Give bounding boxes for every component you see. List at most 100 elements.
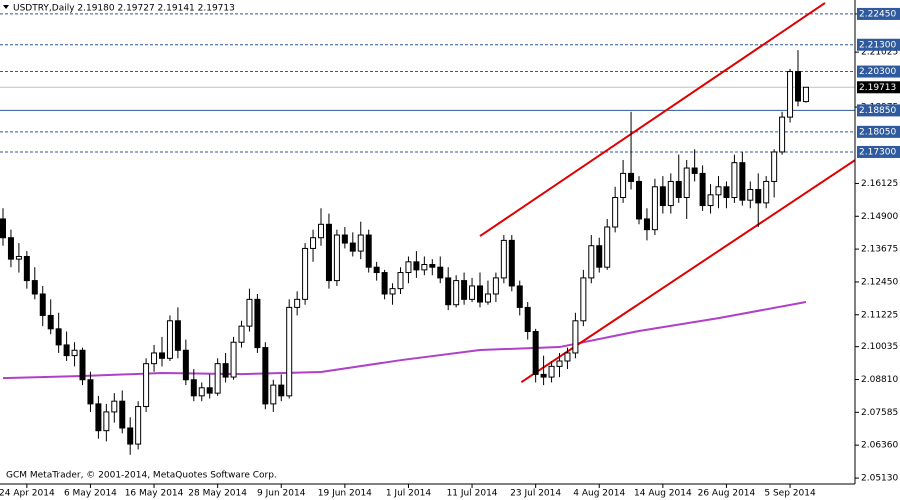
x-tick-label: 11 Jul 2014 — [447, 489, 498, 499]
menu-arrow[interactable] — [3, 5, 9, 9]
candle-body — [667, 180, 674, 207]
candle-body — [731, 162, 738, 199]
candle-body — [564, 352, 571, 362]
candle-body — [556, 360, 563, 367]
candle-body — [63, 344, 70, 357]
chart-title: USDTRY,Daily 2.19180 2.19727 2.19141 2.1… — [13, 4, 235, 14]
candle-body — [508, 239, 515, 287]
candle-body — [532, 331, 539, 375]
x-tick-label: 24 Apr 2014 — [0, 489, 55, 499]
candle-body — [381, 272, 388, 295]
candle-body — [87, 379, 94, 405]
candle-body — [596, 245, 603, 268]
y-tick-label: 2.08810 — [861, 375, 898, 385]
trendline — [479, 2, 826, 237]
candle-body — [787, 71, 794, 118]
level-label: 2.20300 — [859, 67, 896, 77]
candle-body — [214, 363, 221, 394]
candle-body — [628, 172, 635, 182]
candle-body — [47, 314, 54, 330]
candle-body — [540, 373, 547, 378]
candle-body — [500, 239, 507, 279]
moving-average — [2, 301, 807, 380]
candle-body — [39, 293, 46, 316]
candle-body — [31, 280, 38, 295]
candle-body — [516, 285, 523, 308]
candle-body — [572, 320, 579, 354]
candle-body — [405, 261, 412, 274]
level-label-box — [857, 65, 900, 78]
candle-body — [143, 363, 150, 408]
candle-body — [421, 264, 428, 271]
candle-body — [111, 400, 118, 413]
candle-body — [484, 293, 491, 303]
footer: GCM MetaTrader, © 2001-2014, MetaQuotes … — [6, 471, 277, 481]
level-label-box — [857, 145, 900, 158]
level-label-box — [857, 38, 900, 51]
candle-body — [492, 277, 499, 295]
candle-body — [151, 352, 158, 365]
x-tick-label: 4 Aug 2014 — [573, 489, 625, 499]
candle-body — [254, 298, 261, 349]
level-label: 2.17300 — [859, 147, 896, 157]
candle-body — [270, 384, 277, 405]
candle-body — [325, 223, 332, 282]
y-tick-label: 2.13675 — [861, 245, 898, 255]
candle-body — [747, 188, 754, 201]
last-price-label: 2.19713 — [859, 83, 896, 93]
candle-body — [429, 264, 436, 268]
candle-body — [95, 403, 102, 432]
candle-body — [341, 234, 348, 244]
candle-body — [524, 306, 531, 333]
candle-body — [453, 280, 460, 306]
y-tick-label: 2.05130 — [861, 474, 898, 484]
candle-body — [230, 341, 237, 378]
y-tick-label: 2.07585 — [861, 408, 898, 418]
level-label: 2.18850 — [859, 106, 896, 116]
candle-body — [333, 234, 340, 282]
candle-body — [238, 325, 245, 343]
candle-body — [802, 86, 809, 103]
candle-body — [659, 186, 666, 207]
candle-body — [349, 242, 356, 252]
x-tick-label: 16 May 2014 — [125, 489, 184, 499]
x-tick-label: 9 Jun 2014 — [257, 489, 306, 499]
axes: 2.224502.210252.189752.161252.149002.136… — [0, 7, 900, 499]
candle-body — [365, 234, 372, 268]
candle-body — [23, 255, 30, 282]
candle-body — [580, 277, 587, 322]
x-tick-label: 23 Jul 2014 — [510, 489, 561, 499]
candle-body — [445, 277, 452, 306]
y-tick-label: 2.12450 — [861, 277, 898, 287]
candle-body — [397, 272, 404, 290]
candle-body — [127, 427, 134, 445]
level-label-box — [857, 125, 900, 138]
candle-body — [373, 266, 380, 274]
candle-body — [707, 194, 714, 207]
x-tick-label: 28 May 2014 — [188, 489, 247, 499]
y-tick-label: 2.11225 — [861, 310, 898, 320]
candle-body — [771, 151, 778, 182]
candle-body — [795, 71, 801, 102]
candle-body — [643, 218, 650, 231]
level-label-box — [857, 7, 900, 20]
y-tick-label: 2.14900 — [861, 212, 898, 222]
candle-body — [7, 237, 14, 260]
x-tick-label: 1 Jul 2014 — [386, 489, 431, 499]
x-tick-label: 19 Jun 2014 — [318, 489, 372, 499]
candle-body — [636, 180, 642, 220]
candle-body — [755, 188, 762, 204]
candle-body — [0, 218, 6, 239]
candle-body — [469, 285, 476, 300]
candle-body — [779, 116, 786, 153]
candle-body — [612, 197, 619, 228]
candle-body — [588, 245, 595, 279]
candle-body — [262, 347, 269, 405]
plot-area — [0, 2, 855, 455]
candle-body — [206, 387, 213, 394]
candle-body — [198, 387, 205, 397]
last-price-box — [857, 81, 900, 94]
candle-body — [190, 379, 197, 397]
